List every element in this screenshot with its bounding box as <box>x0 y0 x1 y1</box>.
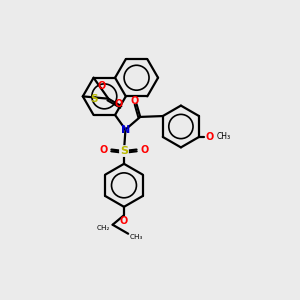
Text: S: S <box>91 94 98 104</box>
Text: O: O <box>206 132 214 142</box>
Text: CH₂: CH₂ <box>97 225 110 231</box>
Text: O: O <box>98 81 106 91</box>
Text: O: O <box>100 145 108 154</box>
Text: N: N <box>121 124 130 135</box>
Text: S: S <box>120 146 128 156</box>
Text: CH₃: CH₃ <box>217 132 231 141</box>
Text: O: O <box>140 145 148 154</box>
Text: O: O <box>130 96 139 106</box>
Text: CH₃: CH₃ <box>130 234 143 240</box>
Text: O: O <box>120 216 128 226</box>
Text: O: O <box>114 99 122 109</box>
